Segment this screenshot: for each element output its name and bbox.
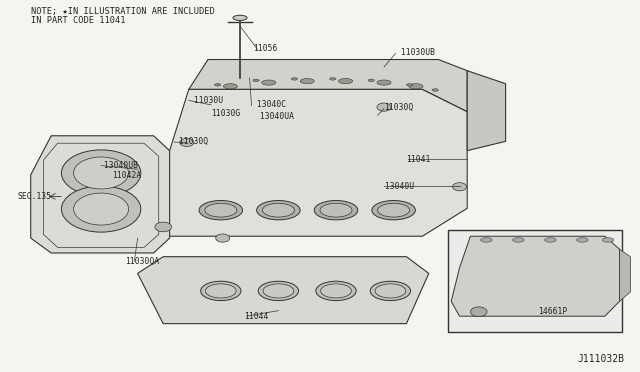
Text: 11030QA: 11030QA [125,257,159,266]
Ellipse shape [339,78,353,84]
Ellipse shape [377,80,391,85]
Ellipse shape [545,238,556,242]
Text: 11044: 11044 [244,312,269,321]
Text: 11041: 11041 [406,155,431,164]
Ellipse shape [291,78,298,80]
Ellipse shape [577,238,588,242]
Text: 11030G: 11030G [211,109,241,118]
Circle shape [61,186,141,232]
Text: 11056: 11056 [253,44,277,53]
Text: 13040UB: 13040UB [99,161,138,170]
Ellipse shape [481,238,492,242]
Ellipse shape [205,284,236,298]
Polygon shape [138,257,429,324]
Ellipse shape [214,83,221,86]
Ellipse shape [316,281,356,301]
Text: 13040UA: 13040UA [255,112,294,121]
Ellipse shape [201,281,241,301]
Ellipse shape [233,15,247,20]
Text: 11030U: 11030U [189,96,223,105]
Text: IN PART CODE 11041: IN PART CODE 11041 [31,16,125,25]
Ellipse shape [330,78,336,80]
Polygon shape [451,236,620,316]
Text: J111032B: J111032B [577,354,624,364]
Polygon shape [620,249,630,301]
Ellipse shape [314,201,358,220]
Ellipse shape [320,203,352,217]
Circle shape [452,183,467,191]
Text: 11042A: 11042A [112,171,141,180]
Ellipse shape [205,203,237,217]
Ellipse shape [262,80,276,85]
Ellipse shape [321,284,351,298]
Ellipse shape [263,284,294,298]
Circle shape [216,234,230,242]
Text: 11030Q: 11030Q [174,137,208,146]
Ellipse shape [513,238,524,242]
Circle shape [155,222,172,232]
Polygon shape [138,89,467,236]
Ellipse shape [262,203,294,217]
Ellipse shape [370,281,411,301]
Polygon shape [467,71,506,151]
Text: NOTE; ★IN ILLUSTRATION ARE INCLUDED: NOTE; ★IN ILLUSTRATION ARE INCLUDED [31,7,214,16]
Text: 13040U: 13040U [380,182,413,190]
Ellipse shape [368,79,374,82]
Ellipse shape [602,238,614,242]
Ellipse shape [378,203,410,217]
Ellipse shape [372,201,415,220]
Circle shape [470,307,487,317]
Ellipse shape [409,84,423,89]
Text: 14661P: 14661P [538,307,567,316]
Text: SEC.135: SEC.135 [18,192,52,201]
Circle shape [74,157,129,189]
FancyBboxPatch shape [448,230,622,332]
Ellipse shape [432,89,438,92]
Ellipse shape [253,79,259,82]
Circle shape [377,103,391,111]
Text: 13040C: 13040C [252,100,285,109]
Circle shape [180,138,194,147]
Text: 11030Q: 11030Q [384,103,413,112]
Ellipse shape [300,78,314,84]
Ellipse shape [199,201,243,220]
Circle shape [74,193,129,225]
Ellipse shape [375,284,406,298]
Ellipse shape [406,83,413,86]
Polygon shape [31,136,170,253]
Ellipse shape [223,84,237,89]
Ellipse shape [257,201,300,220]
Ellipse shape [258,281,298,301]
Text: 11030UB: 11030UB [396,48,435,57]
Polygon shape [189,60,467,112]
Circle shape [61,150,141,196]
